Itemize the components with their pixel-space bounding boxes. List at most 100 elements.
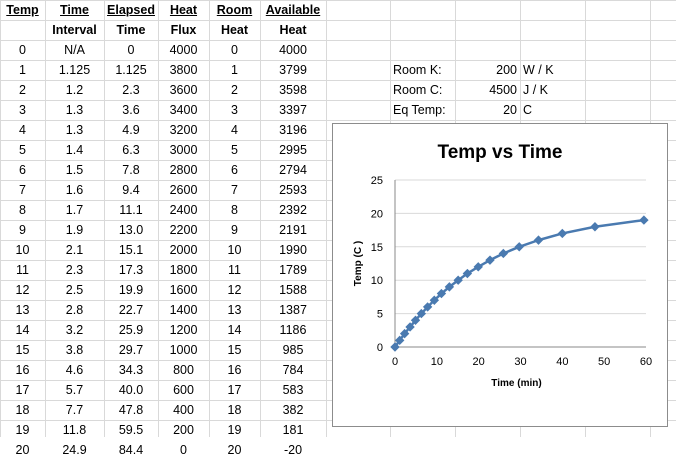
elapsed-time-cell[interactable]: 47.8 — [118, 403, 144, 417]
header-available-heat[interactable]: Available — [265, 3, 321, 17]
heat-flux-cell[interactable]: 1600 — [169, 283, 198, 297]
subheader-time-interval[interactable]: Interval — [52, 23, 97, 37]
time-interval-cell[interactable]: 4.6 — [65, 363, 84, 377]
param-unit[interactable]: C — [523, 103, 533, 117]
time-interval-cell[interactable]: 3.8 — [65, 343, 84, 357]
temp-cell[interactable]: 9 — [19, 223, 26, 237]
time-interval-cell[interactable]: 2.8 — [65, 303, 84, 317]
available-heat-cell[interactable]: 1990 — [279, 243, 307, 257]
available-heat-cell[interactable]: 4000 — [279, 43, 307, 57]
temp-cell[interactable]: 18 — [15, 403, 30, 417]
elapsed-time-cell[interactable]: 19.9 — [118, 283, 144, 297]
temp-cell[interactable]: 16 — [15, 363, 30, 377]
heat-flux-cell[interactable]: 3200 — [169, 123, 198, 137]
param-value[interactable]: 20 — [503, 103, 517, 117]
elapsed-time-cell[interactable]: 22.7 — [118, 303, 144, 317]
available-heat-cell[interactable]: 784 — [282, 363, 304, 377]
room-heat-cell[interactable]: 11 — [228, 263, 241, 277]
temp-cell[interactable]: 2 — [19, 83, 26, 97]
elapsed-time-cell[interactable]: 25.9 — [118, 323, 144, 337]
header-temp[interactable]: Temp — [6, 3, 39, 17]
heat-flux-cell[interactable]: 800 — [173, 363, 194, 377]
available-heat-cell[interactable]: 382 — [282, 403, 304, 417]
heat-flux-cell[interactable]: 1200 — [169, 323, 198, 337]
room-heat-cell[interactable]: 9 — [231, 223, 238, 237]
elapsed-time-cell[interactable]: 17.3 — [118, 263, 144, 277]
time-interval-cell[interactable]: 1.125 — [58, 63, 91, 77]
available-heat-cell[interactable]: 3397 — [279, 103, 307, 117]
heat-flux-cell[interactable]: 3600 — [169, 83, 198, 97]
subheader-available-heat[interactable]: Heat — [279, 23, 307, 37]
temp-cell[interactable]: 3 — [19, 103, 26, 117]
available-heat-cell[interactable]: 985 — [282, 343, 304, 357]
temp-cell[interactable]: 6 — [19, 163, 26, 177]
header-room-heat[interactable]: Room — [216, 3, 253, 17]
temp-cell[interactable]: 13 — [15, 303, 30, 317]
available-heat-cell[interactable]: 2392 — [279, 203, 307, 217]
elapsed-time-cell[interactable]: 1.125 — [115, 63, 147, 77]
time-interval-cell[interactable]: 1.5 — [65, 163, 84, 177]
param-label[interactable]: Room C: — [393, 83, 443, 97]
available-heat-cell[interactable]: 1186 — [279, 323, 307, 337]
temp-cell[interactable]: 7 — [19, 183, 26, 197]
room-heat-cell[interactable]: 2 — [231, 83, 238, 97]
temp-cell[interactable]: 20 — [15, 443, 30, 457]
param-value[interactable]: 200 — [496, 63, 517, 77]
room-heat-cell[interactable]: 10 — [227, 243, 242, 257]
elapsed-time-cell[interactable]: 11.1 — [119, 203, 143, 217]
heat-flux-cell[interactable]: 2000 — [169, 243, 198, 257]
heat-flux-cell[interactable]: 600 — [173, 383, 194, 397]
available-heat-cell[interactable]: 3196 — [279, 123, 307, 137]
available-heat-cell[interactable]: 2794 — [279, 163, 307, 177]
time-interval-cell[interactable]: 11.8 — [62, 423, 87, 437]
elapsed-time-cell[interactable]: 0 — [127, 43, 135, 57]
time-interval-cell[interactable]: 24.9 — [62, 443, 87, 457]
subheader-elapsed-time[interactable]: Time — [116, 23, 146, 37]
available-heat-cell[interactable]: -20 — [283, 443, 303, 457]
temp-cell[interactable]: 5 — [19, 143, 26, 157]
subheader-room-heat[interactable]: Heat — [220, 23, 249, 37]
time-interval-cell[interactable]: 1.3 — [65, 103, 84, 117]
elapsed-time-cell[interactable]: 6.3 — [122, 143, 140, 157]
heat-flux-cell[interactable]: 1000 — [169, 343, 198, 357]
heat-flux-cell[interactable]: 400 — [173, 403, 194, 417]
time-interval-cell[interactable]: 2.5 — [65, 283, 84, 297]
time-interval-cell[interactable]: 3.2 — [65, 323, 84, 337]
available-heat-cell[interactable]: 2995 — [279, 143, 307, 157]
heat-flux-cell[interactable]: 3800 — [169, 63, 198, 77]
time-interval-cell[interactable]: 2.3 — [65, 263, 84, 277]
temp-cell[interactable]: 1 — [19, 63, 26, 77]
room-heat-cell[interactable]: 5 — [231, 143, 238, 157]
temp-cell[interactable]: 14 — [15, 323, 30, 337]
temp-cell[interactable]: 11 — [16, 263, 29, 277]
heat-flux-cell[interactable]: 1800 — [169, 263, 198, 277]
temp-cell[interactable]: 12 — [15, 283, 30, 297]
room-heat-cell[interactable]: 18 — [227, 403, 242, 417]
elapsed-time-cell[interactable]: 34.3 — [118, 363, 144, 377]
room-heat-cell[interactable]: 15 — [227, 343, 242, 357]
available-heat-cell[interactable]: 1588 — [279, 283, 307, 297]
room-heat-cell[interactable]: 3 — [231, 103, 238, 117]
available-heat-cell[interactable]: 583 — [282, 383, 304, 397]
elapsed-time-cell[interactable]: 9.4 — [122, 183, 140, 197]
available-heat-cell[interactable]: 1789 — [279, 263, 307, 277]
heat-flux-cell[interactable]: 2200 — [169, 223, 198, 237]
elapsed-time-cell[interactable]: 40.0 — [118, 383, 144, 397]
time-interval-cell[interactable]: 7.7 — [65, 403, 84, 417]
time-interval-cell[interactable]: 1.4 — [65, 143, 84, 157]
heat-flux-cell[interactable]: 2600 — [169, 183, 198, 197]
room-heat-cell[interactable]: 1 — [231, 63, 238, 77]
subheader-heat-flux[interactable]: Flux — [170, 23, 197, 37]
time-interval-cell[interactable]: 1.3 — [65, 123, 84, 137]
room-heat-cell[interactable]: 16 — [227, 363, 242, 377]
room-heat-cell[interactable]: 4 — [231, 123, 238, 137]
temp-cell[interactable]: 15 — [15, 343, 30, 357]
room-heat-cell[interactable]: 13 — [227, 303, 242, 317]
temp-cell[interactable]: 19 — [15, 423, 30, 437]
temp-cell[interactable]: 8 — [19, 203, 26, 217]
chart-area[interactable]: Temp vs Time 0 5 10 15 20 25 0 10 20 30 40 50 60 Time … — [332, 123, 668, 427]
temp-cell[interactable]: 4 — [19, 123, 26, 137]
time-interval-cell[interactable]: 1.2 — [65, 83, 84, 97]
room-heat-cell[interactable]: 14 — [227, 323, 242, 337]
room-heat-cell[interactable]: 7 — [231, 183, 238, 197]
